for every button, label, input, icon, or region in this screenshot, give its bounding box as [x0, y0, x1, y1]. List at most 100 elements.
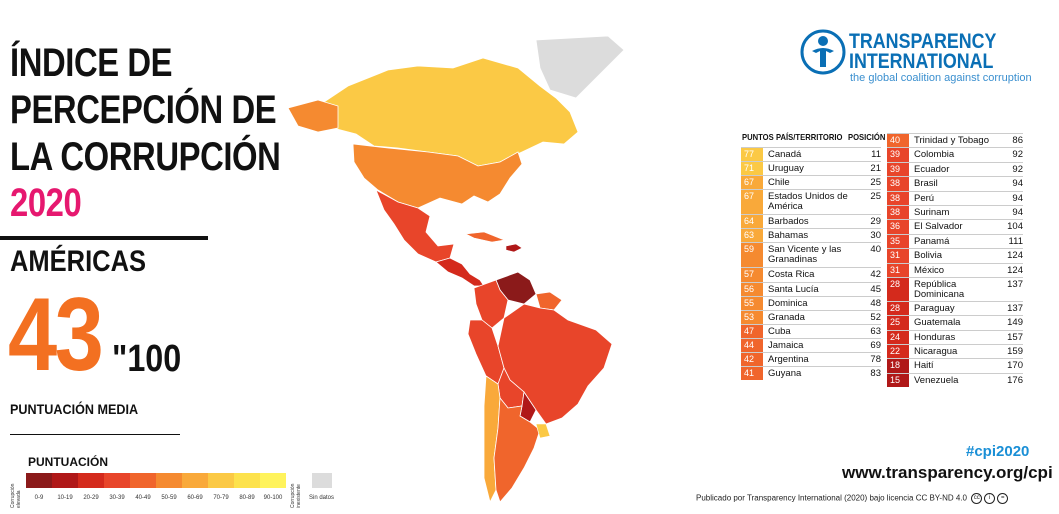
- row-score: 28: [887, 277, 909, 301]
- ranking-row: 25 Guatemala 149: [887, 315, 1023, 330]
- legend-tick: 10-19: [57, 495, 73, 501]
- ranking-row: 31 México 124: [887, 262, 1023, 277]
- ranking-row: 36 El Salvador 104: [887, 219, 1023, 234]
- row-country: Uruguay: [768, 163, 804, 175]
- row-score: 59: [741, 243, 763, 268]
- row-country: Costa Rica: [768, 269, 815, 281]
- row-country: México: [914, 264, 945, 276]
- row-score: 53: [741, 310, 763, 324]
- legend-swatch: [260, 473, 286, 488]
- row-country: Panamá: [914, 235, 950, 247]
- row-country: Paraguay: [914, 302, 955, 314]
- map-guianas: [535, 291, 563, 311]
- row-score: 41: [741, 367, 763, 381]
- row-rank: 42: [870, 269, 881, 281]
- logo-tagline: the global coalition against corruption: [850, 72, 1032, 84]
- row-rank: 69: [870, 339, 881, 351]
- license-credit-text: Publicado por Transparency International…: [696, 493, 967, 503]
- row-country: Granada: [768, 311, 805, 323]
- title-line-1: ÍNDICE DE: [10, 41, 173, 85]
- row-country: Estados Unidos de América: [768, 191, 848, 213]
- ranking-row: 38 Perú 94: [887, 190, 1023, 205]
- row-score: 28: [887, 301, 909, 316]
- row-rank: 104: [1007, 221, 1023, 233]
- row-rank: 92: [1012, 149, 1023, 161]
- row-score: 18: [887, 359, 909, 373]
- row-country: Venezuela: [914, 374, 959, 386]
- ranking-row: 57 Costa Rica 42: [741, 267, 881, 282]
- row-rank: 78: [870, 354, 881, 366]
- average-label: PUNTUACIÓN MEDIA: [10, 401, 139, 417]
- row-country: Bolivia: [914, 250, 942, 262]
- row-country: Santa Lucía: [768, 283, 819, 295]
- row-score: 25: [887, 316, 909, 330]
- row-score: 36: [887, 220, 909, 234]
- row-country: Guatemala: [914, 317, 961, 329]
- ranking-row: 53 Granada 52: [741, 309, 881, 324]
- website-link[interactable]: www.transparency.org/cpi: [842, 463, 1053, 482]
- row-score: 63: [741, 229, 763, 243]
- map-cuba: [464, 231, 506, 243]
- row-rank: 25: [870, 191, 881, 203]
- row-rank: 52: [870, 311, 881, 323]
- map-uruguay: [535, 423, 551, 439]
- row-rank: 94: [1012, 206, 1023, 218]
- ranking-row: 35 Panamá 111: [887, 233, 1023, 249]
- cc-icon: cc: [971, 493, 983, 504]
- row-country: República Dominicana: [914, 278, 965, 300]
- legend-swatch: [78, 473, 104, 488]
- map-hispaniola: [505, 243, 523, 253]
- row-rank: 111: [1008, 235, 1023, 247]
- map-greenland: [535, 35, 625, 99]
- legend-swatch: [182, 473, 208, 488]
- row-country: Haití: [914, 360, 934, 372]
- transparency-international-logo-icon: [800, 29, 846, 75]
- ranking-table-right: 40 Trinidad y Tobago 86 39 Colombia 92 39 Ecuad…: [887, 133, 1023, 388]
- row-rank: 45: [870, 283, 881, 295]
- legend-tick: 70-79: [213, 495, 229, 501]
- legend-tick: 50-59: [161, 495, 177, 501]
- legend-tick-labels: 0-9 10-19 20-29 30-39 40-49 50-59 60-69 70-79 80…: [26, 495, 286, 501]
- region-name: AMÉRICAS: [10, 245, 147, 278]
- ranking-row: 55 Dominica 48: [741, 295, 881, 310]
- ranking-row: 28 Paraguay 137: [887, 300, 1023, 316]
- row-score: 40: [887, 134, 909, 148]
- map-central-america: [435, 257, 485, 287]
- legend-tick: 40-49: [135, 495, 151, 501]
- logo-line-2: INTERNATIONAL: [849, 50, 994, 73]
- ranking-row: 40 Trinidad y Tobago 86: [887, 133, 1023, 148]
- ranking-row: 24 Honduras 157: [887, 329, 1023, 345]
- ranking-row: 41 Guyana 83: [741, 366, 881, 381]
- americas-map: [287, 35, 625, 504]
- legend-no-data-label: Sin datos: [309, 495, 335, 501]
- region-average-score: 43: [8, 277, 104, 393]
- row-score: 77: [741, 148, 763, 162]
- row-score: 38: [887, 177, 909, 191]
- legend-swatch: [26, 473, 52, 488]
- row-rank: 48: [870, 297, 881, 309]
- legend-title: PUNTUACIÓN: [28, 455, 108, 469]
- row-rank: 40: [870, 244, 881, 256]
- score-out-of: "100: [112, 338, 182, 380]
- legend-tick: 0-9: [34, 495, 44, 501]
- logo-line-1: TRANSPARENCY: [849, 30, 997, 53]
- row-score: 35: [887, 234, 909, 249]
- row-score: 39: [887, 162, 909, 177]
- row-score: 15: [887, 373, 909, 388]
- map-canada: [317, 57, 579, 167]
- row-score: 39: [887, 148, 909, 162]
- title-line-2: PERCEPCIÓN DE: [10, 88, 277, 132]
- row-score: 42: [741, 353, 763, 367]
- ranking-row: 18 Haití 170: [887, 358, 1023, 373]
- row-rank: 25: [870, 177, 881, 189]
- row-rank: 176: [1007, 374, 1023, 386]
- legend-tick: 60-69: [187, 495, 203, 501]
- row-score: 71: [741, 162, 763, 176]
- nd-icon: =: [997, 493, 1009, 504]
- row-country: Bahamas: [768, 230, 809, 242]
- ranking-row: 67 Chile 25: [741, 175, 881, 190]
- row-country: Surinam: [914, 206, 950, 218]
- row-rank: 63: [870, 325, 881, 337]
- row-score: 38: [887, 191, 909, 205]
- ranking-row: 22 Nicaragua 159: [887, 344, 1023, 359]
